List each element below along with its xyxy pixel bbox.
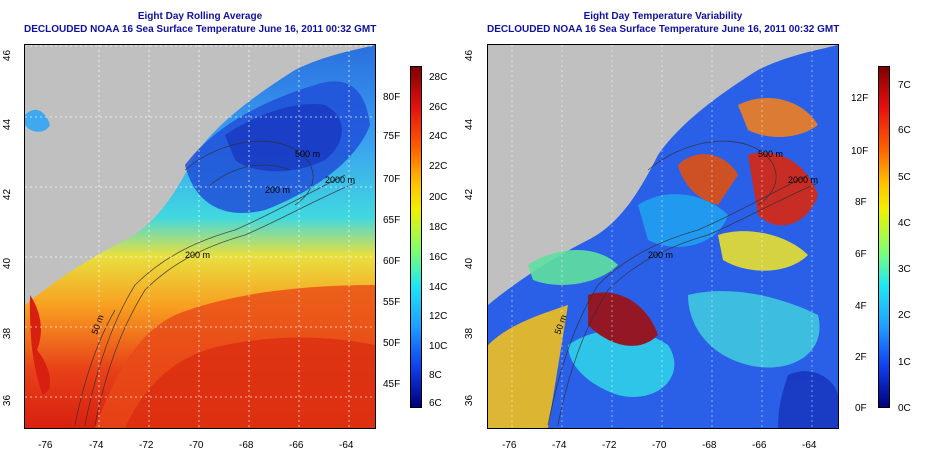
colorbar-c-label: 24C bbox=[429, 131, 448, 142]
right-title-line2: DECLOUDED NOAA 16 Sea Surface Temperatur… bbox=[487, 24, 840, 35]
colorbar-c-label: 3C bbox=[898, 264, 911, 275]
colorbar-c-label: 5C bbox=[898, 172, 911, 183]
colorbar-c-label: 12C bbox=[429, 311, 448, 322]
left-title-line1: Eight Day Rolling Average bbox=[137, 11, 263, 22]
lon-tick: -74 bbox=[552, 440, 567, 451]
colorbar-c-label: 22C bbox=[429, 161, 448, 172]
colorbar-f-label: 4F bbox=[855, 301, 867, 312]
colorbar-f-label: 2F bbox=[855, 352, 867, 363]
lon-tick: -74 bbox=[89, 440, 104, 451]
colorbar-c-label: 26C bbox=[429, 102, 448, 113]
colorbar-f-label: 65F bbox=[383, 215, 401, 226]
lat-tick: 44 bbox=[464, 118, 476, 131]
lon-tick: -66 bbox=[289, 440, 304, 451]
variability-colorbar bbox=[878, 66, 890, 408]
contour-label: 200 m bbox=[265, 185, 290, 195]
colorbar-c-label: 20C bbox=[429, 192, 448, 203]
colorbar-f-label: 8F bbox=[855, 197, 867, 208]
colorbar-f-label: 55F bbox=[383, 297, 401, 308]
contour-label: 200 m bbox=[648, 250, 673, 260]
lat-tick: 42 bbox=[2, 188, 14, 201]
colorbar-f-label: 50F bbox=[383, 338, 401, 349]
colorbar-c-label: 18C bbox=[429, 222, 448, 233]
colorbar-c-label: 14C bbox=[429, 282, 448, 293]
lat-tick: 40 bbox=[464, 257, 476, 270]
graticule bbox=[25, 45, 375, 428]
lat-tick: 36 bbox=[464, 394, 476, 407]
contour-label: 500 m bbox=[758, 149, 783, 159]
lat-tick: 42 bbox=[464, 188, 476, 201]
sst-average-map: 200 m 50 m 2000 m 500 m 200 m bbox=[24, 44, 376, 429]
sst-variability-map: 200 m 50 m 2000 m 500 m bbox=[487, 44, 839, 429]
colorbar-f-label: 0F bbox=[855, 403, 867, 414]
colorbar-c-label: 10C bbox=[429, 341, 448, 352]
lon-tick: -72 bbox=[139, 440, 154, 451]
colorbar-f-label: 6F bbox=[855, 249, 867, 260]
contour-label: 500 m bbox=[295, 149, 320, 159]
graticule bbox=[511, 45, 813, 428]
colorbar-f-label: 10F bbox=[851, 146, 869, 157]
contour-label: 2000 m bbox=[325, 175, 355, 185]
colorbar-f-label: 75F bbox=[383, 131, 401, 142]
lat-tick: 44 bbox=[2, 118, 14, 131]
sst-variability-map-graphic: 200 m 50 m 2000 m 500 m bbox=[488, 45, 838, 428]
colorbar-c-label: 28C bbox=[429, 72, 448, 83]
colorbar-f-label: 60F bbox=[383, 256, 401, 267]
lon-tick: -68 bbox=[702, 440, 717, 451]
lat-tick: 46 bbox=[464, 49, 476, 62]
colorbar-f-label: 12F bbox=[851, 93, 869, 104]
colorbar-c-label: 0C bbox=[898, 403, 911, 414]
colorbar-c-label: 4C bbox=[898, 218, 911, 229]
colorbar-c-label: 6C bbox=[898, 125, 911, 136]
lon-tick: -72 bbox=[602, 440, 617, 451]
colorbar-c-label: 16C bbox=[429, 252, 448, 263]
lon-tick: -70 bbox=[189, 440, 204, 451]
lon-tick: -76 bbox=[502, 440, 517, 451]
lon-tick: -68 bbox=[239, 440, 254, 451]
left-title-line2: DECLOUDED NOAA 16 Sea Surface Temperatur… bbox=[24, 24, 377, 35]
lat-tick: 36 bbox=[2, 394, 14, 407]
contour-label: 2000 m bbox=[788, 175, 818, 185]
colorbar-c-label: 1C bbox=[898, 357, 911, 368]
colorbar-c-label: 7C bbox=[898, 80, 911, 91]
colorbar-c-label: 2C bbox=[898, 310, 911, 321]
lat-tick: 40 bbox=[2, 257, 14, 270]
lat-tick: 38 bbox=[464, 327, 476, 340]
colorbar-c-label: 6C bbox=[429, 398, 442, 409]
colorbar-c-label: 8C bbox=[429, 370, 442, 381]
lat-tick: 38 bbox=[2, 327, 14, 340]
lon-tick: -64 bbox=[339, 440, 354, 451]
right-title-line1: Eight Day Temperature Variability bbox=[583, 11, 743, 22]
lon-tick: -66 bbox=[752, 440, 767, 451]
contour-label: 200 m bbox=[185, 250, 210, 260]
lon-tick: -76 bbox=[38, 440, 53, 451]
lat-tick: 46 bbox=[2, 49, 14, 62]
colorbar-f-label: 80F bbox=[383, 92, 401, 103]
colorbar-f-label: 45F bbox=[383, 379, 401, 390]
sst-average-map-graphic: 200 m 50 m 2000 m 500 m 200 m bbox=[25, 45, 375, 428]
sst-colorbar bbox=[410, 66, 422, 408]
colorbar-f-label: 70F bbox=[383, 174, 401, 185]
lon-tick: -64 bbox=[802, 440, 817, 451]
lon-tick: -70 bbox=[652, 440, 667, 451]
